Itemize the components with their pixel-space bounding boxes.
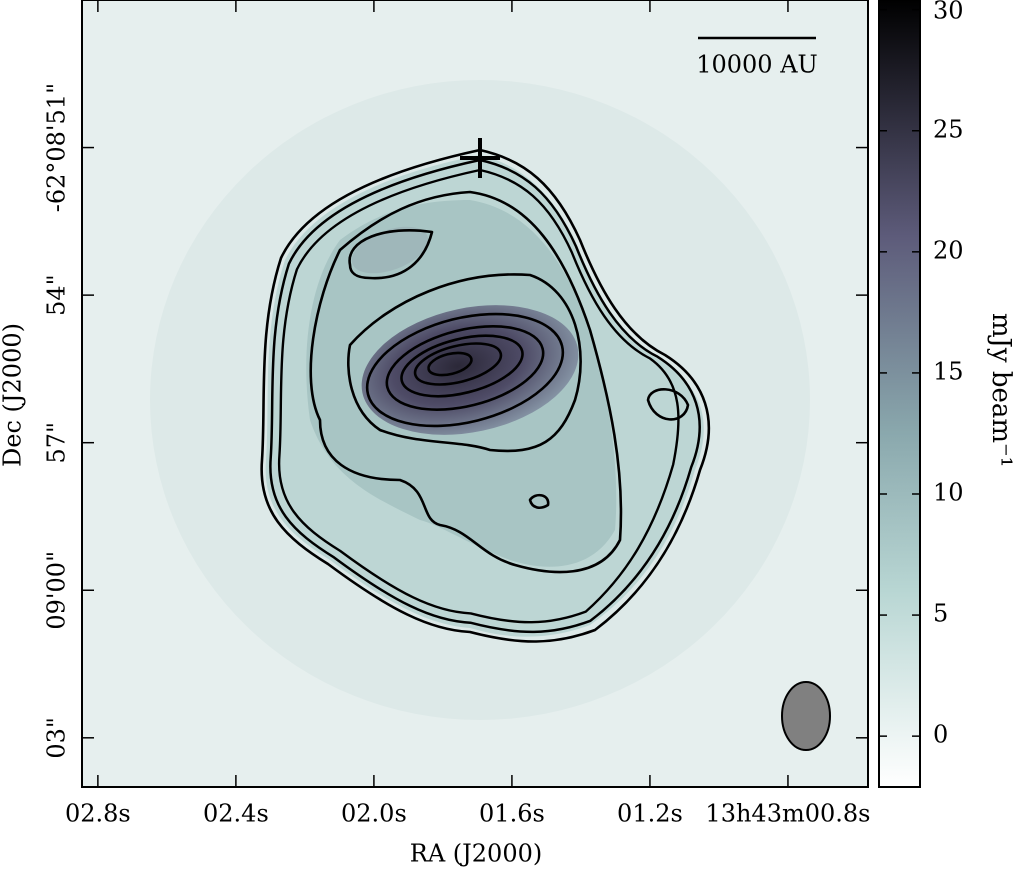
x-tick-label: 01.6s [479, 800, 545, 828]
x-tick-label: 02.8s [65, 800, 131, 828]
y-tick-label: 03" [43, 717, 71, 759]
x-tick-label: 02.0s [341, 800, 407, 828]
contours [260, 148, 711, 643]
y-tick-label: 54" [43, 274, 71, 316]
image [82, 0, 868, 787]
y-axis-label: Dec (J2000) [0, 323, 27, 467]
y-tick-label: -62°08'51" [43, 83, 71, 212]
x-tick-label: 01.2s [617, 800, 683, 828]
colorbar-tick-label: 10 [933, 478, 964, 506]
colorbar-tick-label: 0 [933, 721, 948, 749]
x-tick-label: 02.4s [203, 800, 269, 828]
x-axis-label: RA (J2000) [410, 840, 542, 868]
source-marker [460, 138, 500, 178]
x-tick-label: 13h43m00.8s [705, 800, 870, 828]
beam [781, 681, 831, 751]
colorbar-tick-label: 30 [933, 0, 964, 25]
colorbar-tick-label: 20 [933, 236, 964, 264]
colorbar-tick-label: 25 [933, 115, 964, 143]
colorbar-tick-label: 15 [933, 357, 964, 385]
plot-frame [81, 0, 869, 788]
scale-bar-label: 10000 AU [696, 51, 818, 79]
colorbar-label: mJy beam⁻¹ [986, 313, 1016, 467]
colorbar [878, 0, 921, 788]
y-tick-label: 09'00" [43, 551, 71, 630]
y-tick-label: 57" [43, 422, 71, 464]
colorbar-tick-label: 5 [933, 600, 948, 628]
